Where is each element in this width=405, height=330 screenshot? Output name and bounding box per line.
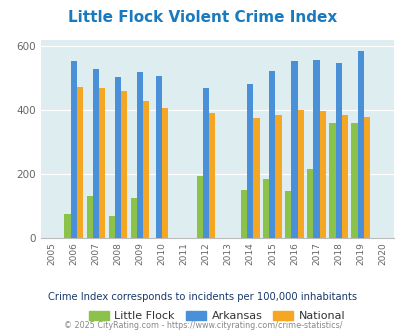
Bar	[115, 77, 121, 238]
Bar	[92, 69, 99, 238]
Bar	[262, 179, 269, 238]
Bar	[269, 71, 275, 238]
Bar	[363, 116, 369, 238]
Bar	[130, 198, 136, 238]
Bar	[121, 91, 127, 238]
Bar	[70, 61, 77, 238]
Bar	[108, 216, 115, 238]
Bar	[99, 88, 105, 238]
Bar	[162, 108, 168, 238]
Bar	[136, 72, 143, 238]
Text: Crime Index corresponds to incidents per 100,000 inhabitants: Crime Index corresponds to incidents per…	[48, 292, 357, 302]
Bar	[253, 118, 259, 238]
Bar	[77, 86, 83, 238]
Bar	[357, 51, 363, 238]
Bar	[291, 61, 297, 238]
Text: Little Flock Violent Crime Index: Little Flock Violent Crime Index	[68, 10, 337, 25]
Bar	[335, 63, 341, 238]
Bar	[86, 196, 92, 238]
Bar	[143, 101, 149, 238]
Bar	[284, 191, 291, 238]
Bar	[297, 110, 303, 238]
Bar	[241, 190, 247, 238]
Bar	[307, 169, 313, 238]
Bar	[319, 112, 325, 238]
Bar	[247, 84, 253, 238]
Bar	[209, 113, 215, 238]
Bar	[156, 76, 162, 238]
Bar	[341, 115, 347, 238]
Bar	[351, 123, 357, 238]
Legend: Little Flock, Arkansas, National: Little Flock, Arkansas, National	[84, 307, 349, 326]
Text: © 2025 CityRating.com - https://www.cityrating.com/crime-statistics/: © 2025 CityRating.com - https://www.city…	[64, 321, 341, 330]
Bar	[275, 115, 281, 238]
Bar	[64, 214, 70, 238]
Bar	[202, 87, 209, 238]
Bar	[196, 176, 202, 238]
Bar	[313, 60, 319, 238]
Bar	[328, 123, 335, 238]
